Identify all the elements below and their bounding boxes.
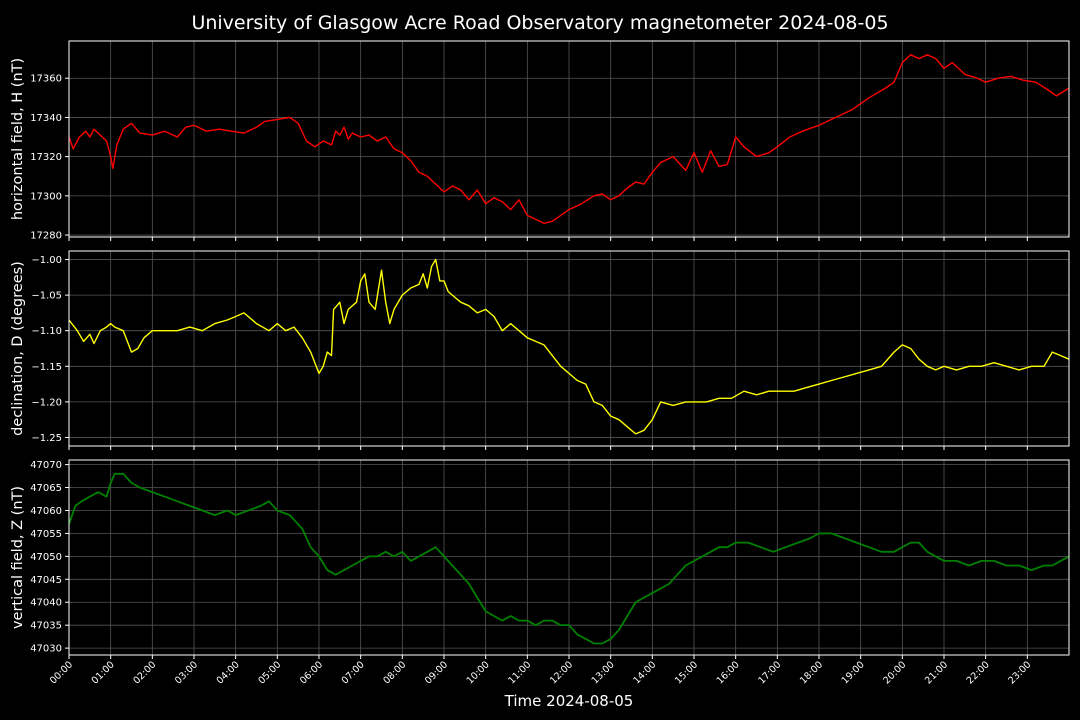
y-tick-label: −1.05 [31,291,62,302]
y-tick-label: −1.25 [31,433,62,444]
panel-frame [68,459,1070,656]
y-tick-label: 17320 [30,152,62,163]
y-tick-label: 17360 [30,74,62,85]
chart-title: University of Glasgow Acre Road Observat… [191,12,888,34]
y-tick-label: 47065 [30,483,62,494]
panel-frame [68,250,1070,447]
series-line-2 [69,258,1069,435]
y-tick-label: 47045 [30,575,62,586]
y-tick-label: 47035 [30,621,62,632]
y-tick-label: 17280 [30,231,62,242]
y-axis-label: vertical field, Z (nT) [10,486,26,629]
y-tick-label: 17300 [30,191,62,202]
y-tick-label: 47070 [30,460,62,471]
y-tick-label: −1.20 [31,397,62,408]
panel-3: 47030 47035 47040 47045 47050 47055 47060 47065… [10,459,1070,659]
panel-1: 17280 17300 17320 17340 17360 horizontal fiel… [10,40,1070,242]
y-tick-label: −1.10 [31,326,62,337]
y-tick-label: 47050 [30,552,62,563]
panel-2: −1.25 −1.20 −1.15 −1.10 −1.05 −1.00 declinatio… [10,250,1070,450]
y-axis-label: declination, D (degrees) [10,261,26,436]
y-tick-label: 47060 [30,506,62,517]
y-tick-label: 47055 [30,529,62,540]
y-tick-label: 47040 [30,598,62,609]
y-tick-label: −1.00 [31,255,62,266]
series-line-3 [69,472,1069,645]
series-line-1 [69,54,1069,224]
y-tick-label: 47030 [30,644,62,655]
x-axis-label: Time 2024-08-05 [504,692,634,710]
y-tick-label: 17340 [30,113,62,124]
panel-frame [68,40,1070,238]
y-tick-label: −1.15 [31,362,62,373]
y-axis-label: horizontal field, H (nT) [10,58,26,220]
